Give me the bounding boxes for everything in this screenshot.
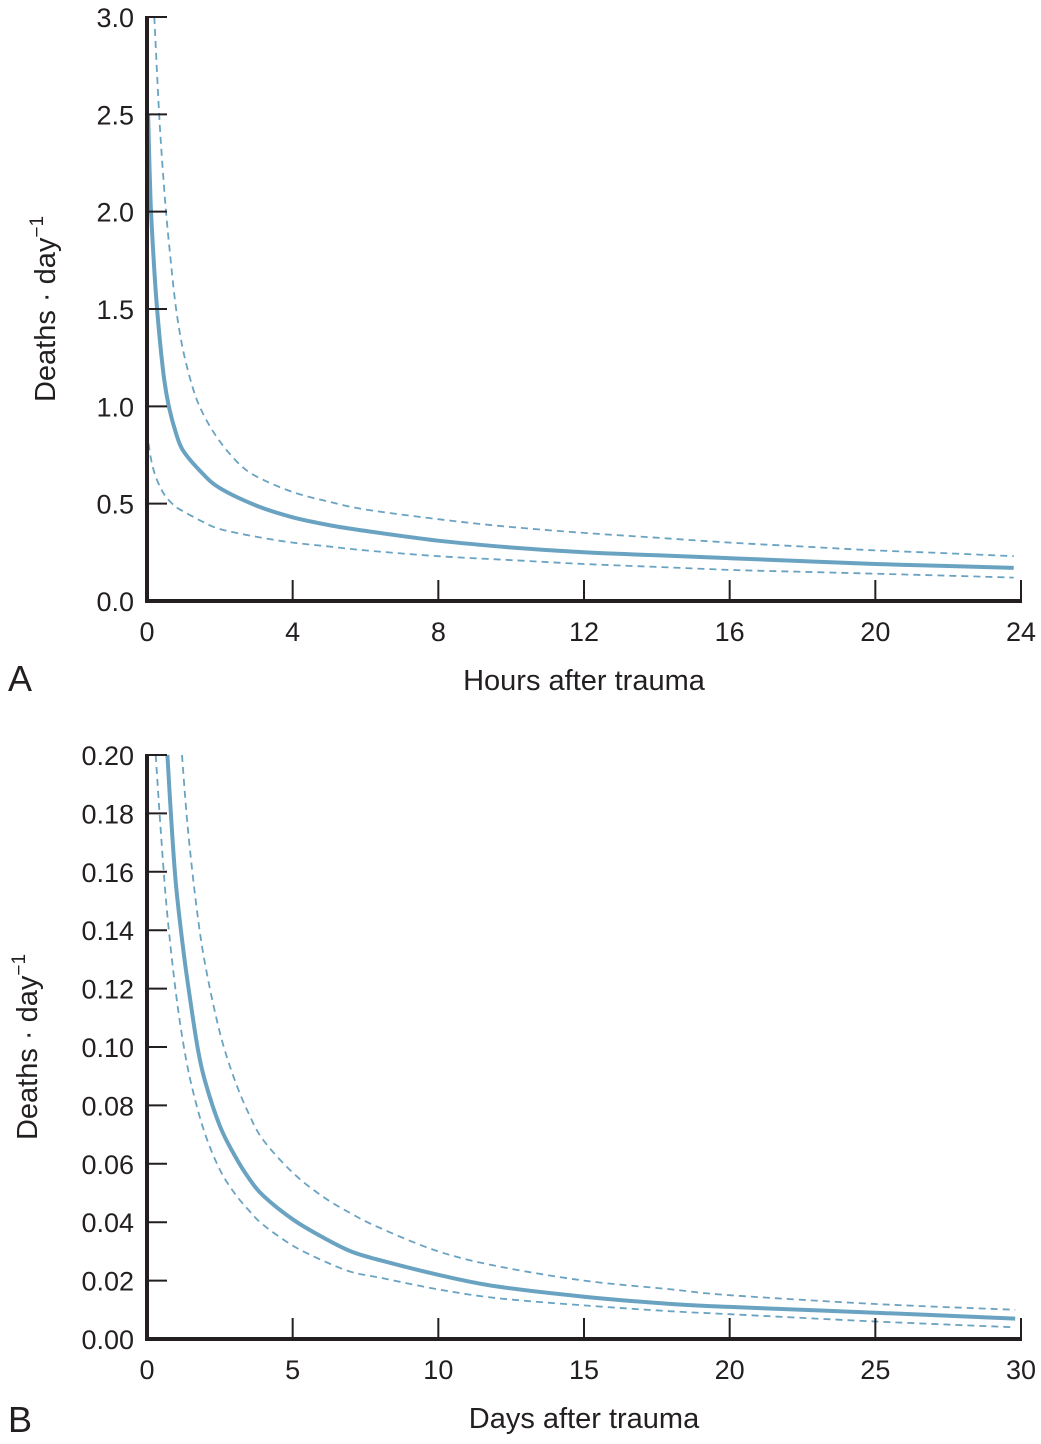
- x-tick-label: 16: [715, 617, 745, 647]
- x-tick-label: 30: [1006, 1355, 1036, 1385]
- panel-a-y-axis-title: Deaths · day−1: [27, 216, 62, 402]
- x-tick-label: 15: [569, 1355, 599, 1385]
- panel-a-axes: [145, 16, 1022, 603]
- y-tick-label: 0.10: [81, 1033, 134, 1063]
- x-tick-label: 0: [139, 617, 154, 647]
- x-tick-label: 4: [285, 617, 300, 647]
- panel-b-axes: [145, 754, 1022, 1341]
- panel-b-x-tick-labels: 0 5 10 15 20 25 30: [139, 1355, 1036, 1385]
- y-tick-label: 0.08: [81, 1091, 134, 1121]
- x-tick-label: 20: [715, 1355, 745, 1385]
- x-tick-label: 20: [860, 617, 890, 647]
- panel-b-chart: 0.00 0.02 0.04 0.06 0.08 0.10 0.12 0.14 0.16 0.18…: [8, 741, 1036, 1440]
- y-tick-label: 0.00: [81, 1325, 134, 1355]
- y-tick-label: 0.16: [81, 858, 134, 888]
- panel-b-y-axis-title: Deaths · day−1: [9, 954, 44, 1140]
- y-tick-label: 0.06: [81, 1150, 134, 1180]
- y-tick-label: 0.12: [81, 975, 134, 1005]
- panel-b-x-axis-title: Days after trauma: [469, 1403, 700, 1435]
- y-tick-label: 2.5: [96, 100, 134, 130]
- panel-a-y-tick-labels: 0.0 0.5 1.0 1.5 2.0 2.5 3.0: [96, 3, 134, 617]
- y-tick-label: 1.5: [96, 295, 134, 325]
- y-tick-label: 2.0: [96, 198, 134, 228]
- y-tick-label: 0.0: [96, 587, 134, 617]
- y-tick-label: 0.5: [96, 490, 134, 520]
- x-tick-label: 25: [860, 1355, 890, 1385]
- y-tick-label: 0.18: [81, 799, 134, 829]
- panel-a-x-axis-title: Hours after trauma: [463, 665, 706, 697]
- y-tick-label: 0.02: [81, 1267, 134, 1297]
- curve-lower-bound: [154, 754, 1016, 1329]
- panel-b-curves: [154, 754, 1016, 1329]
- panel-b-letter: B: [8, 1399, 32, 1440]
- curve-lower-bound: [146, 431, 1014, 579]
- x-tick-label: 12: [569, 617, 599, 647]
- panel-a-chart: 0.0 0.5 1.0 1.5 2.0 2.5 3.0 0 4 8 12 16 20 24 Hours …: [8, 3, 1036, 699]
- curve-upper-bound: [153, 16, 1014, 558]
- x-tick-label: 8: [431, 617, 446, 647]
- panel-a-curves: [146, 16, 1014, 579]
- y-tick-label: 3.0: [96, 3, 134, 33]
- y-tick-label: 0.20: [81, 741, 134, 771]
- y-tick-label: 1.0: [96, 392, 134, 422]
- x-tick-label: 24: [1006, 617, 1036, 647]
- x-tick-label: 5: [285, 1355, 300, 1385]
- panel-a-letter: A: [8, 658, 32, 699]
- curve-estimate: [146, 114, 1014, 570]
- curve-estimate: [165, 754, 1016, 1321]
- panel-a-x-tick-labels: 0 4 8 12 16 20 24: [139, 617, 1036, 647]
- y-tick-label: 0.14: [81, 916, 134, 946]
- y-tick-label: 0.04: [81, 1208, 134, 1238]
- x-tick-label: 10: [423, 1355, 453, 1385]
- curve-upper-bound: [181, 754, 1016, 1311]
- x-tick-label: 0: [139, 1355, 154, 1385]
- panel-b-y-tick-labels: 0.00 0.02 0.04 0.06 0.08 0.10 0.12 0.14 0.16 0.18…: [81, 741, 134, 1355]
